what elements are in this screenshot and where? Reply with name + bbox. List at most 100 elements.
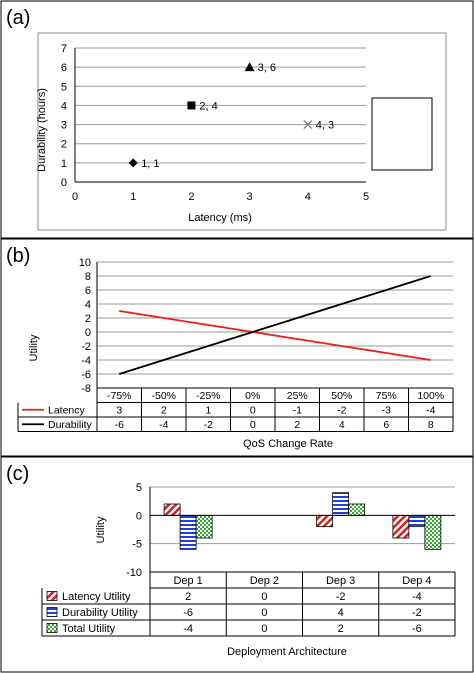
chart-a-ylabel: Durability (hours) [36,88,48,172]
data-label: -3 [382,405,391,417]
ytick-label: -10 [126,567,142,579]
data-point [244,62,255,72]
series-line [118,275,432,375]
legend-swatch [46,591,58,601]
data-label: -4 [412,591,422,603]
ytick-label: 0 [61,177,67,189]
data-label: 3 [116,405,122,417]
data-label: 8 [428,419,434,431]
legend-label: Durability [48,419,93,431]
ytick-label: -8 [81,383,91,395]
panel-b-frame [0,238,474,457]
chart-a-area [37,32,447,231]
data-point [303,120,313,129]
ytick-label: 7 [61,43,67,55]
data-label: 2 [294,419,300,431]
bar [424,514,442,550]
ytick-label: 6 [85,285,91,297]
data-label: 2 [338,623,344,635]
category-label: Dep 1 [173,575,202,587]
data-label: -2 [337,405,346,417]
ytick-label: 1 [61,158,67,170]
ytick-label: 5 [61,81,67,93]
ytick-label: -4 [81,355,91,367]
data-label: -4 [426,405,435,417]
category-label: Dep 2 [250,575,279,587]
category-label: -50% [151,390,176,402]
data-label: 0 [261,607,267,619]
data-label: 0 [250,405,256,417]
legend-label: Latency Utility [62,591,131,603]
ytick-label: 0 [136,510,142,522]
chart-a-legend [371,97,433,171]
panel-a-label: (a) [6,7,30,29]
data-point [128,158,138,168]
category-label: 0% [245,390,260,402]
chart-b-xlabel: QoS Change Rate [243,438,333,450]
data-label: -6 [115,419,124,431]
data-label: -2 [336,591,346,603]
xtick-label: 1 [130,191,136,203]
ytick-label: 8 [85,271,91,283]
legend-label: Durability Utility [62,607,138,619]
category-label: 25% [287,390,308,402]
bar [408,514,426,528]
data-label: 2 [185,591,191,603]
data-label: 0 [250,419,256,431]
legend-label: Latency [48,405,86,417]
data-label: -4 [183,623,193,635]
panel-c-label: (c) [6,463,29,485]
ytick-label: 10 [79,257,91,269]
ytick-label: 6 [61,62,67,74]
chart-c-ylabel: Utility [95,516,107,543]
data-label: 2, 4 [199,100,217,112]
panel-b-label: (b) [6,245,30,267]
bar [179,514,197,550]
data-point [187,101,196,110]
data-label: 0 [261,623,267,635]
data-label: 3, 6 [258,62,276,74]
data-label: -2 [204,419,213,431]
category-label: 75% [376,390,397,402]
category-label: 100% [417,390,444,402]
bar [316,514,334,528]
xtick-label: 0 [72,191,78,203]
bar [348,503,366,516]
ytick-label: 3 [61,120,67,132]
ytick-label: 2 [85,313,91,325]
data-label: 4, 3 [316,120,334,132]
chart-b-ylabel: Utility [28,334,40,361]
ytick-label: 2 [61,139,67,151]
data-label: 6 [383,419,389,431]
category-label: 50% [331,390,352,402]
category-label: -25% [196,390,221,402]
ytick-label: 4 [85,299,91,311]
ytick-label: 4 [61,100,67,112]
data-label: 4 [339,419,345,431]
data-label: 1, 1 [141,158,159,170]
data-label: -4 [159,419,168,431]
data-label: 1 [205,405,211,417]
data-label: 2 [161,405,167,417]
ytick-label: -2 [81,341,91,353]
chart-c: 5 0 -5 -10 Dep 1 Dep 2 Dep 3 Dep 4 Latency Utili… [41,482,456,637]
xtick-label: 5 [363,191,369,203]
data-label: 4 [338,607,344,619]
xtick-label: 2 [188,191,194,203]
data-label: -6 [412,623,422,635]
ytick-label: -5 [132,539,142,551]
ytick-label: 0 [85,327,91,339]
data-label: 0 [261,591,267,603]
chart-c-xlabel: Deployment Architecture [227,646,347,658]
category-label: Dep 3 [326,575,355,587]
category-label: Dep 4 [402,575,431,587]
data-label: -1 [293,405,302,417]
bar [163,503,181,516]
data-label: -2 [412,607,422,619]
legend-label: Total Utility [62,623,116,635]
xtick-label: 4 [305,191,311,203]
legend-swatch [46,607,58,617]
xtick-label: 3 [247,191,253,203]
